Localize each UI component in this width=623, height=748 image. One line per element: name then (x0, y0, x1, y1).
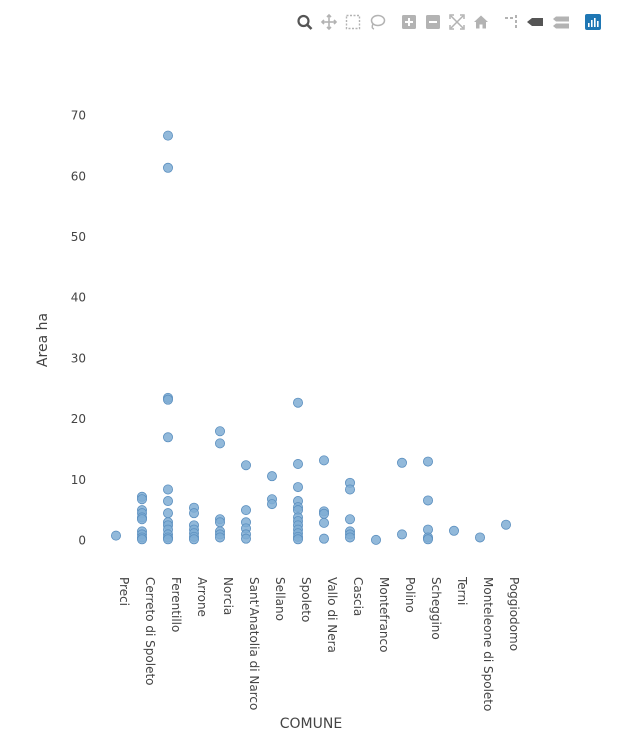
scatter-point[interactable] (214, 532, 225, 543)
box-select-icon[interactable] (344, 12, 362, 32)
scatter-point[interactable] (318, 517, 329, 528)
y-tick-label: 30 (71, 351, 86, 365)
scatter-point[interactable] (162, 508, 173, 519)
scatter-point[interactable] (162, 496, 173, 507)
scatter-point[interactable] (500, 519, 511, 530)
x-tick-label: Arrone (195, 577, 209, 617)
scatter-point[interactable] (240, 460, 251, 471)
scatter-point[interactable] (370, 534, 381, 545)
lasso-select-icon[interactable] (368, 12, 386, 32)
y-tick-label: 50 (71, 230, 86, 244)
scatter-point[interactable] (214, 517, 225, 528)
scatter-point[interactable] (214, 426, 225, 437)
scatter-point[interactable] (136, 514, 147, 525)
scatter-point[interactable] (162, 162, 173, 173)
scatter-point[interactable] (422, 534, 433, 545)
scatter-point[interactable] (188, 508, 199, 519)
scatter-point[interactable] (344, 532, 355, 543)
y-axis-title: Area ha (35, 313, 51, 367)
reset-axes-icon[interactable] (472, 12, 490, 32)
x-tick-label: Norcia (221, 577, 235, 615)
zoom-in-icon[interactable] (400, 12, 418, 32)
x-axis-title: COMUNE (280, 716, 342, 732)
y-tick-label: 70 (71, 109, 86, 123)
x-tick-label: Scheggino (429, 577, 443, 640)
scatter-point[interactable] (448, 525, 459, 536)
scatter-point[interactable] (318, 533, 329, 544)
scatter-point[interactable] (136, 534, 147, 545)
x-tick-label: Polino (403, 577, 417, 613)
x-tick-label: Terni (455, 576, 469, 605)
x-tick-label: Montefranco (377, 577, 391, 652)
scatter-point[interactable] (162, 534, 173, 545)
y-tick-label: 10 (71, 473, 86, 487)
scatter-point[interactable] (214, 438, 225, 449)
x-tick-label: Cascia (351, 577, 365, 616)
scatter-point[interactable] (292, 482, 303, 493)
scatter-point[interactable] (474, 532, 485, 543)
x-tick-label: Poggiodomo (507, 577, 521, 651)
scatter-point[interactable] (422, 495, 433, 506)
scatter-point[interactable] (162, 484, 173, 495)
scatter-point[interactable] (344, 514, 355, 525)
scatter-point[interactable] (396, 529, 407, 540)
scatter-point[interactable] (162, 394, 173, 405)
spike-lines-icon[interactable] (502, 12, 520, 32)
y-axis-ticks: 0 10 20 30 40 50 60 70 (71, 109, 86, 548)
pan-icon[interactable] (320, 12, 338, 32)
x-tick-label: Preci (117, 577, 131, 606)
scatter-point[interactable] (162, 130, 173, 141)
y-tick-label: 40 (71, 291, 86, 305)
scatter-point[interactable] (162, 432, 173, 443)
scatter-point[interactable] (292, 459, 303, 470)
plotly-logo-icon[interactable] (584, 12, 602, 32)
x-tick-label: Sellano (273, 577, 287, 621)
y-tick-label: 20 (71, 412, 86, 426)
x-tick-label: Sant'Anatolia di Narco (247, 577, 261, 710)
scatter-point[interactable] (422, 456, 433, 467)
scatter-points[interactable] (111, 130, 511, 545)
scatter-point[interactable] (318, 455, 329, 466)
x-tick-label: Vallo di Nera (325, 577, 339, 653)
scatter-point[interactable] (292, 397, 303, 408)
scatter-point[interactable] (240, 505, 251, 516)
x-tick-label: Spoleto (299, 577, 313, 622)
y-tick-label: 60 (71, 169, 86, 183)
scatter-point[interactable] (292, 534, 303, 545)
hover-closest-icon[interactable] (526, 12, 544, 32)
scatter-point[interactable] (266, 499, 277, 510)
scatter-point[interactable] (396, 457, 407, 468)
x-axis-ticks: Preci Cerreto di Spoleto Ferentillo Arrone N… (117, 576, 521, 711)
scatter-point[interactable] (344, 484, 355, 495)
x-tick-label: Ferentillo (169, 577, 183, 632)
scatter-point[interactable] (266, 471, 277, 482)
scatter-point[interactable] (188, 534, 199, 545)
x-tick-label: Monteleone di Spoleto (481, 577, 495, 711)
scatter-point[interactable] (111, 530, 122, 541)
zoom-out-icon[interactable] (424, 12, 442, 32)
scatter-point[interactable] (136, 494, 147, 505)
x-tick-label: Cerreto di Spoleto (143, 577, 157, 686)
zoom-icon[interactable] (296, 12, 314, 32)
scatter-point[interactable] (240, 533, 251, 544)
hover-compare-icon[interactable] (552, 12, 570, 32)
scatter-point[interactable] (318, 508, 329, 519)
autoscale-icon[interactable] (448, 12, 466, 32)
y-tick-label: 0 (78, 534, 86, 548)
